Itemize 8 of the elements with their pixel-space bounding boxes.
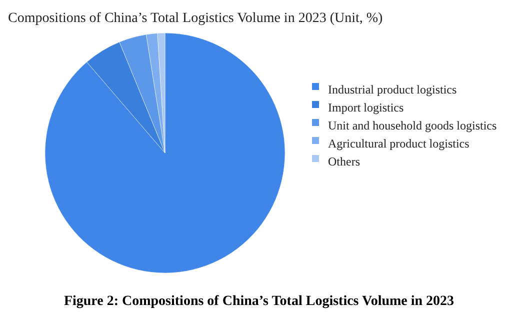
pie-slice xyxy=(44,32,286,274)
legend-label: Unit and household goods logistics xyxy=(328,118,497,132)
legend-label: Agricultural product logistics xyxy=(328,136,470,150)
caption: Figure 2: Compositions of China’s Total Logistics Volume in 2023 xyxy=(64,294,454,309)
legend-label: Industrial product logistics xyxy=(328,82,457,96)
legend-label: Others xyxy=(328,154,360,168)
legend-label: Import logistics xyxy=(328,100,404,114)
chart-title: Compositions of China’s Total Logistics Volume in 2023 (Unit, %) xyxy=(8,11,384,26)
